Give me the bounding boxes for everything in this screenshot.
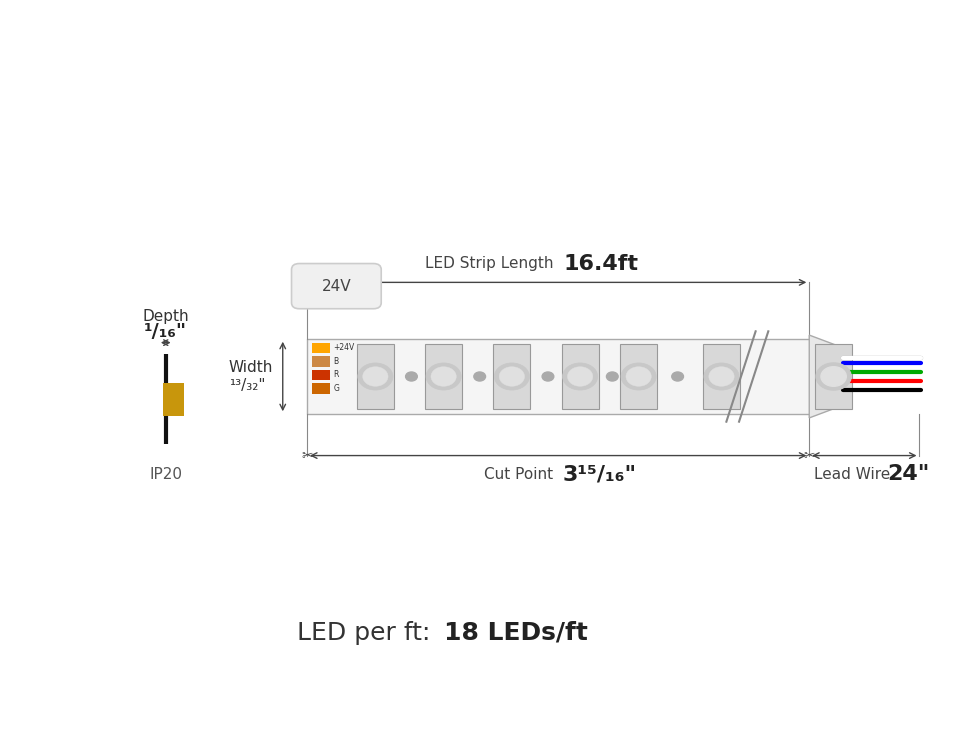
Bar [493, 345, 530, 408]
Circle shape [821, 367, 846, 386]
Text: ¹/₁₆": ¹/₁₆" [144, 322, 187, 341]
Text: LED per ft:: LED per ft: [297, 620, 439, 645]
Text: 18 LEDs/ft: 18 LEDs/ft [444, 620, 588, 645]
Circle shape [474, 372, 486, 381]
Circle shape [431, 367, 456, 386]
Circle shape [704, 363, 739, 390]
Text: B: B [333, 357, 338, 366]
Circle shape [494, 363, 529, 390]
Circle shape [358, 363, 393, 390]
Text: +24V: +24V [333, 343, 355, 352]
Bar [163, 383, 184, 416]
Text: 16.4ft: 16.4ft [564, 254, 638, 273]
Bar [815, 345, 852, 408]
Circle shape [567, 367, 593, 386]
Bar [312, 356, 330, 367]
Text: 3¹⁵/₁₆": 3¹⁵/₁₆" [564, 465, 638, 484]
Text: IP20: IP20 [149, 467, 182, 482]
Circle shape [563, 363, 598, 390]
Circle shape [621, 363, 656, 390]
Bar [703, 345, 740, 408]
Bar [562, 345, 599, 408]
Bar [620, 345, 657, 408]
Circle shape [626, 367, 651, 386]
Bar [357, 345, 394, 408]
Text: 24": 24" [887, 465, 929, 484]
Bar [307, 339, 814, 414]
Bar [312, 343, 330, 353]
Bar [425, 345, 462, 408]
Text: LED Strip Length: LED Strip Length [425, 256, 558, 271]
Text: ✂: ✂ [803, 449, 815, 462]
Circle shape [606, 372, 618, 381]
Circle shape [363, 367, 388, 386]
Circle shape [426, 363, 461, 390]
Circle shape [406, 372, 417, 381]
Bar [312, 370, 330, 380]
Circle shape [542, 372, 554, 381]
Polygon shape [809, 335, 843, 418]
Text: Width
¹³/₃₂": Width ¹³/₃₂" [228, 360, 273, 393]
Circle shape [499, 367, 525, 386]
Circle shape [709, 367, 734, 386]
Text: R: R [333, 370, 339, 380]
Text: G: G [333, 384, 339, 393]
Circle shape [672, 372, 683, 381]
Text: Cut Point: Cut Point [485, 467, 558, 482]
FancyBboxPatch shape [292, 264, 381, 309]
Text: ✂: ✂ [301, 449, 313, 462]
Text: Depth: Depth [142, 309, 189, 324]
Circle shape [816, 363, 851, 390]
Bar [312, 383, 330, 394]
Text: 24V: 24V [322, 279, 351, 294]
Text: Lead Wire: Lead Wire [814, 467, 895, 482]
